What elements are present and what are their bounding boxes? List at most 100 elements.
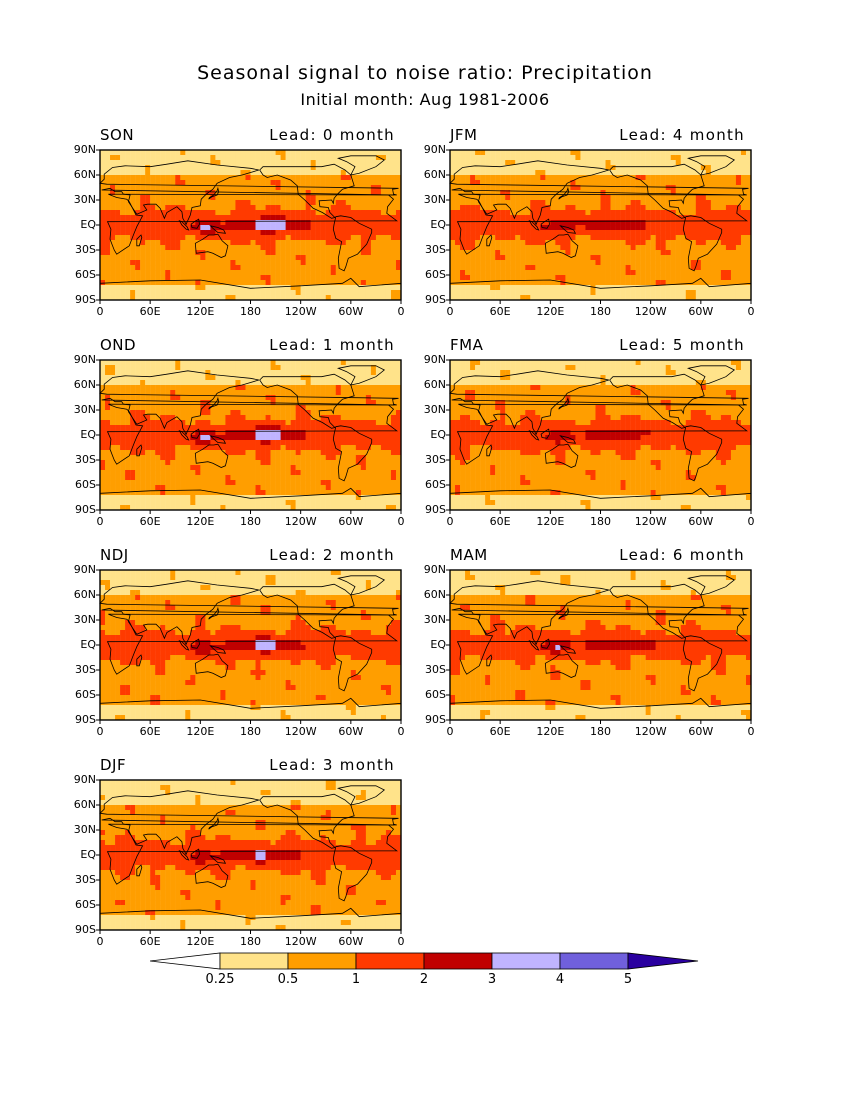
colorbar-label: 0.25 xyxy=(205,972,235,987)
panel-season-label: SON xyxy=(100,126,135,144)
lon-tick-label: 0 xyxy=(397,725,405,738)
coastline-sumatra xyxy=(528,220,540,231)
coastline-s-america xyxy=(332,215,373,272)
coastline-greenland xyxy=(336,575,386,596)
colorbar-label: 4 xyxy=(555,972,565,987)
lon-tick-label: 120W xyxy=(634,515,667,528)
coastline-borneo xyxy=(190,848,200,859)
coastline-n-america xyxy=(259,163,355,219)
lon-tick-label: 120E xyxy=(186,725,215,738)
map-panel-son: SON Lead: 0 month 90N 60N 30N EQ 30S 60S 90S 0 60E… xyxy=(74,126,405,318)
panel-season-label: DJF xyxy=(100,756,127,774)
coastline-eurasia xyxy=(449,370,749,436)
lat-tick-label: EQ xyxy=(430,638,446,651)
coastline-greenland xyxy=(336,785,386,806)
panel-season-label: FMA xyxy=(450,336,484,354)
colorbar-label: 5 xyxy=(623,972,633,987)
coastline-japan xyxy=(558,186,570,200)
coastline-eurasia xyxy=(99,160,399,226)
coastline-new-guinea xyxy=(209,855,227,864)
panel-season-label: OND xyxy=(100,336,137,354)
lon-tick-label: 120E xyxy=(536,725,565,738)
coastline-sumatra xyxy=(528,640,540,651)
map-plot xyxy=(96,779,402,934)
coastline-s-america xyxy=(682,635,723,692)
lon-tick-label: 180 xyxy=(240,515,261,528)
lon-tick-label: 0 xyxy=(747,725,755,738)
map-panel-djf: DJF Lead: 3 month 90N 60N 30N EQ 30S 60S 90S 0 60E… xyxy=(74,756,405,948)
lon-tick-label: 60E xyxy=(489,305,511,318)
lon-tick-label: 60W xyxy=(688,515,714,528)
coastline-n-america xyxy=(609,373,705,429)
coastline-eurasia xyxy=(99,370,399,436)
coastline-sumatra xyxy=(528,430,540,441)
lat-tick-label: EQ xyxy=(80,428,96,441)
panel-lead-label: Lead: 5 month xyxy=(619,336,745,354)
lat-tick-label: 30S xyxy=(425,453,446,466)
coastline-australia xyxy=(544,443,579,468)
coastline-new-guinea xyxy=(559,435,577,444)
colorbar-arrow-high xyxy=(627,952,699,970)
coastline-s-america xyxy=(682,215,723,272)
coastline-n-america xyxy=(609,583,705,639)
coastline-japan xyxy=(208,396,220,410)
lat-tick-label: 60S xyxy=(425,688,446,701)
coastline-madagascar xyxy=(136,444,143,457)
chart-title: Seasonal signal to noise ratio: Precipit… xyxy=(197,62,653,84)
coastline-africa xyxy=(456,193,748,255)
coastline-borneo xyxy=(190,638,200,649)
lat-tick-label: 60S xyxy=(425,478,446,491)
lat-tick-label: EQ xyxy=(430,218,446,231)
lat-tick-label: 60S xyxy=(75,898,96,911)
coastline-new-guinea xyxy=(209,225,227,234)
coastline-s-america xyxy=(682,425,723,482)
lat-tick-label: 30S xyxy=(75,873,96,886)
lon-tick-label: 120W xyxy=(284,515,317,528)
coastline-new-guinea xyxy=(209,435,227,444)
lon-tick-label: 180 xyxy=(590,725,611,738)
coastline-sumatra xyxy=(178,850,190,861)
signal-field xyxy=(100,780,402,931)
lon-tick-label: 120W xyxy=(284,305,317,318)
map-plot xyxy=(96,149,402,304)
coastlines xyxy=(449,575,752,721)
coastline-africa xyxy=(106,613,398,675)
coastline-borneo xyxy=(540,218,550,229)
lon-tick-label: 180 xyxy=(590,515,611,528)
coastline-africa xyxy=(106,193,398,255)
coastline-n-america xyxy=(609,163,705,219)
lat-tick-label: 30N xyxy=(73,403,96,416)
coastline-australia xyxy=(544,233,579,258)
lon-tick-label: 0 xyxy=(397,935,405,948)
panel-season-label: MAM xyxy=(450,546,488,564)
coastline-n-america xyxy=(259,583,355,639)
lat-tick-label: 90S xyxy=(75,293,96,306)
lat-tick-label: 30S xyxy=(75,453,96,466)
map-plot xyxy=(96,569,402,724)
lat-tick-label: 60N xyxy=(73,168,96,181)
signal-field xyxy=(100,570,402,721)
lon-tick-label: 120E xyxy=(536,305,565,318)
coastline-madagascar xyxy=(486,234,493,247)
lon-tick-label: 0 xyxy=(446,515,454,528)
lon-tick-label: 120E xyxy=(536,515,565,528)
lat-tick-label: 60N xyxy=(73,378,96,391)
lon-tick-label: 0 xyxy=(96,515,104,528)
lat-tick-label: 30N xyxy=(73,613,96,626)
panel-season-label: NDJ xyxy=(100,546,129,564)
coastline-greenland xyxy=(686,155,736,176)
lon-tick-label: 60E xyxy=(139,305,161,318)
coastline-borneo xyxy=(190,428,200,439)
coastline-africa xyxy=(106,823,398,885)
coastline-australia xyxy=(544,653,579,678)
coastline-madagascar xyxy=(136,864,143,877)
lat-tick-label: EQ xyxy=(80,218,96,231)
lon-tick-label: 60E xyxy=(489,725,511,738)
coastlines xyxy=(99,575,402,721)
coastline-japan xyxy=(208,186,220,200)
colorbar-label: 2 xyxy=(419,972,429,987)
map-panel-fma: FMA Lead: 5 month 90N 60N 30N EQ 30S 60S 90S 0 60E… xyxy=(424,336,755,528)
coastline-australia xyxy=(194,443,229,468)
lon-tick-label: 60W xyxy=(338,725,364,738)
coastline-s-america xyxy=(332,845,373,902)
